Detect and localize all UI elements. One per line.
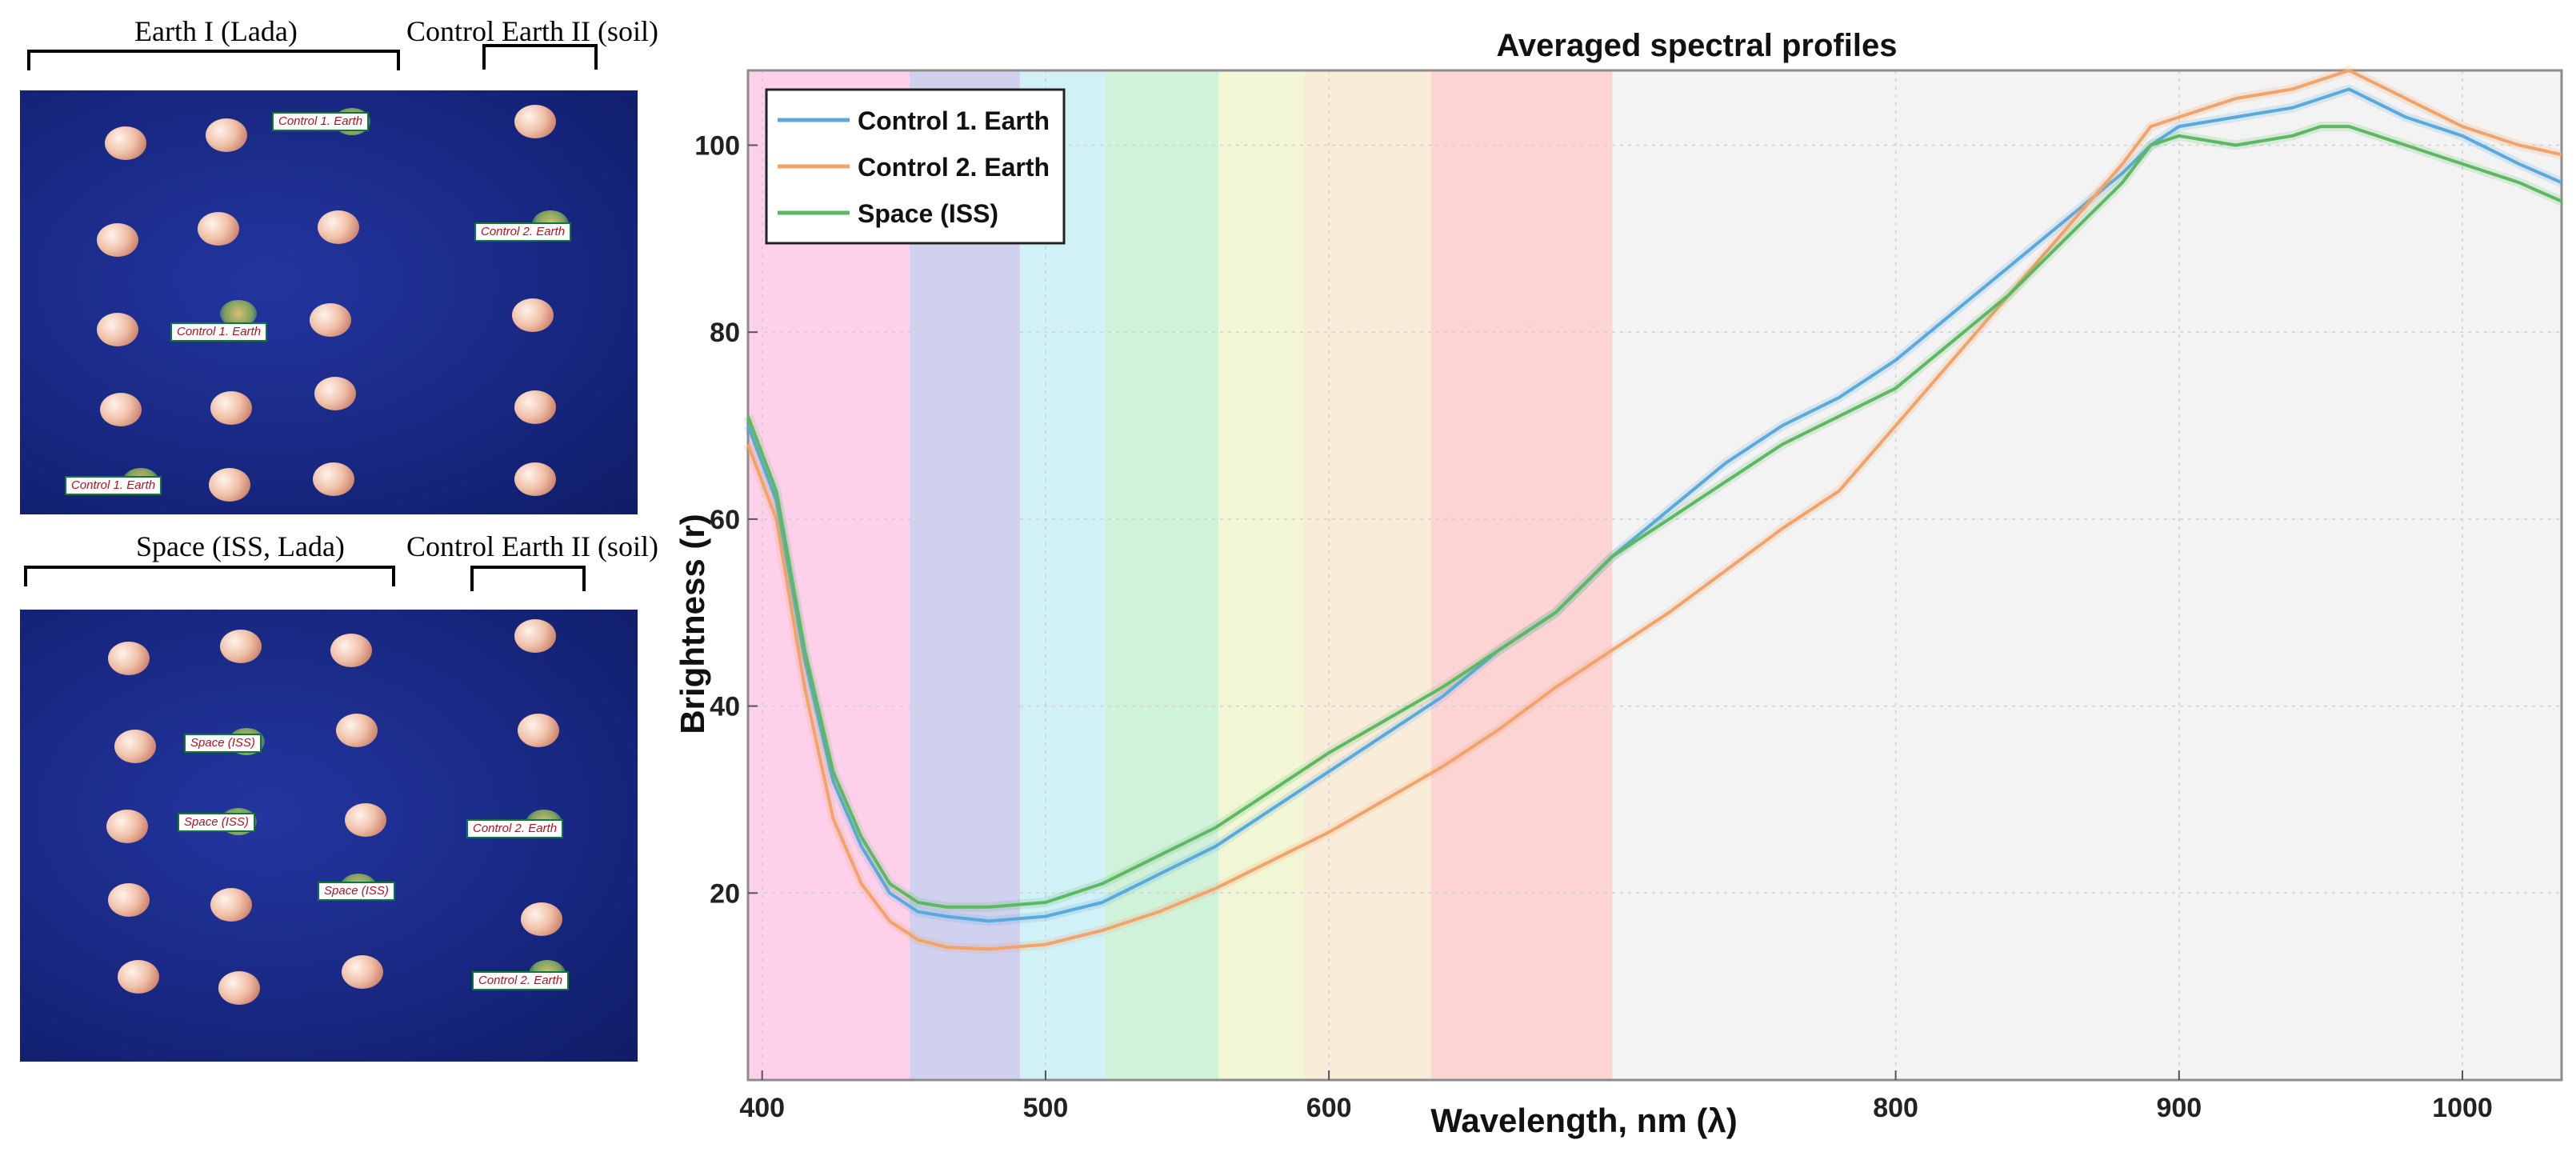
seed [106, 810, 148, 843]
seed [206, 118, 247, 152]
seed [514, 390, 556, 424]
seed [198, 212, 239, 246]
spectral-profiles-chart: 400 500 600 800 900 1000 20 40 60 80 100 Averaged… [674, 28, 2564, 1139]
seed [310, 303, 351, 337]
seed-tag: Space (ISS) [184, 734, 262, 753]
bracket-space-iss [24, 566, 395, 586]
bracket-control-earth-ii-bottom [470, 566, 586, 591]
seed-photo-earth: Control 1. Earth Control 2. Earth Contro… [20, 90, 638, 514]
seed [105, 126, 146, 160]
seed [118, 960, 159, 994]
bracket-earth-i [27, 50, 400, 70]
data-series [743, 66, 2564, 954]
seed [209, 468, 250, 502]
caption-control-earth-ii-bottom: Control Earth II (soil) [406, 530, 658, 562]
plot-frame [746, 69, 2563, 1082]
seed [336, 714, 378, 747]
legend-label-space: Space (ISS) [858, 199, 998, 228]
x-tick-label: 400 [739, 1093, 785, 1123]
seed-photo-space: Space (ISS) Space (ISS) Control 2. Earth… [20, 610, 638, 1062]
seed [514, 105, 556, 138]
spectral-band [1430, 70, 1613, 1080]
x-tick-label: 900 [2156, 1093, 2202, 1123]
y-axis-label: Brightness (r) [674, 514, 711, 734]
seed-tag: Control 1. Earth [65, 476, 162, 495]
seed-tag: Control 2. Earth [474, 222, 572, 242]
spectral-band [1612, 70, 2562, 1080]
caption-space-iss-lada: Space (ISS, Lada) [136, 530, 345, 562]
seed-tag: Control 2. Earth [472, 971, 570, 990]
seed-tag: Control 1. Earth [170, 322, 268, 342]
chart-legend: Control 1. Earth Control 2. Earth Space … [765, 88, 1066, 245]
seed [314, 377, 356, 410]
caption-control-earth-ii-top: Control Earth II (soil) [406, 15, 658, 47]
seed [345, 803, 386, 837]
seed [514, 619, 556, 653]
legend-label-control2: Control 2. Earth [858, 153, 1050, 182]
spectral-band [1218, 70, 1304, 1080]
grid-lines [748, 70, 2562, 1080]
caption-earth-i-lada: Earth I (Lada) [134, 15, 298, 47]
y-tick-label: 100 [694, 130, 740, 161]
series-line-space-iss- [746, 125, 2562, 909]
seed [100, 393, 142, 426]
seed [210, 391, 252, 425]
legend-label-control1: Control 1. Earth [858, 106, 1050, 135]
chart-title: Averaged spectral profiles [1497, 28, 1898, 63]
seed [512, 298, 554, 332]
seed [318, 210, 359, 244]
seed [218, 971, 260, 1005]
seed [108, 883, 150, 917]
seed [97, 313, 138, 346]
y-tick-label: 60 [710, 505, 740, 535]
y-tick-label: 80 [710, 318, 740, 348]
seed [342, 955, 383, 989]
seed [210, 888, 252, 922]
seed [114, 730, 156, 763]
seed-tag: Control 2. Earth [466, 819, 564, 838]
x-tick-label: 600 [1306, 1093, 1352, 1123]
seed [313, 462, 354, 496]
spectral-band [1303, 70, 1431, 1080]
x-tick-label: 500 [1023, 1093, 1069, 1123]
seed [518, 714, 559, 747]
seed [108, 642, 150, 675]
series-line-control-2-earth [746, 69, 2562, 951]
seed [220, 630, 262, 663]
seed-tag: Space (ISS) [318, 882, 395, 901]
y-tick-label: 20 [710, 878, 740, 909]
x-axis-label: Wavelength, nm (λ) [1430, 1102, 1737, 1139]
seed [521, 902, 562, 936]
seed-tag: Control 1. Earth [272, 112, 370, 131]
x-tick-label: 800 [1873, 1093, 1918, 1123]
y-tick-labels: 20 40 60 80 100 [694, 130, 758, 909]
seed [514, 462, 556, 496]
seed-tag: Space (ISS) [178, 813, 255, 832]
seed [97, 223, 138, 257]
y-tick-label: 40 [710, 692, 740, 722]
x-tick-label: 1000 [2432, 1093, 2493, 1123]
bracket-control-earth-ii-top [482, 44, 598, 70]
seed [330, 634, 372, 667]
x-tick-labels: 400 500 600 800 900 1000 [739, 1070, 2493, 1123]
